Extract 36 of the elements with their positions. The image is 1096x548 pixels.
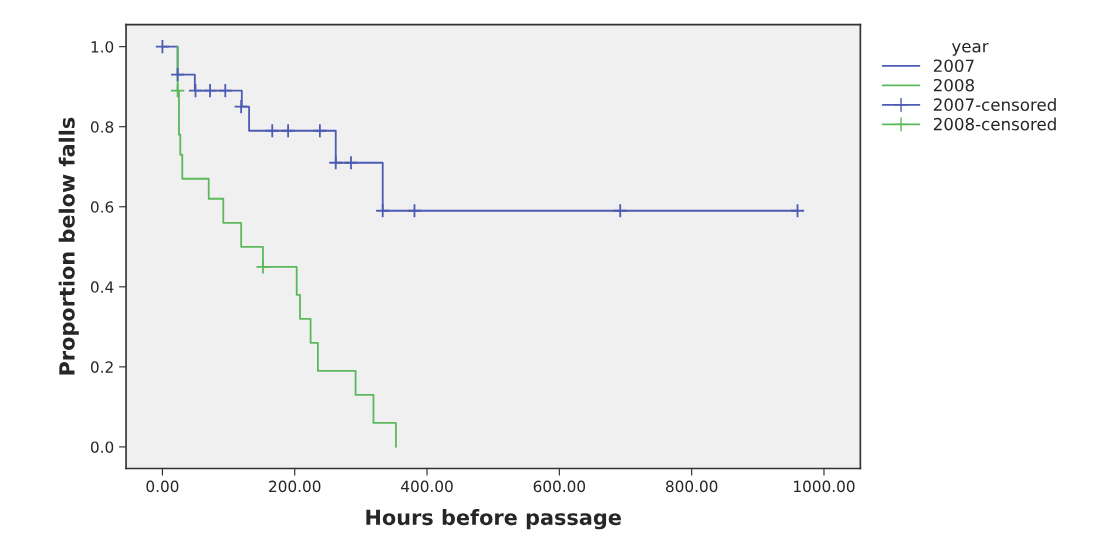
point bbox=[233, 99, 249, 115]
y-tick-label: 0.0 bbox=[90, 441, 114, 453]
y-axis-title: Proportion below falls bbox=[58, 117, 79, 375]
y-tick-label: 0.4 bbox=[90, 281, 114, 293]
y-tick-label: 0.8 bbox=[90, 121, 114, 133]
point bbox=[343, 155, 359, 171]
point bbox=[202, 83, 218, 99]
point bbox=[217, 83, 233, 99]
y-tick-label: 1.0 bbox=[91, 41, 114, 53]
x-tick-label: 800.00 bbox=[665, 480, 718, 493]
x-tick-label: 200.00 bbox=[269, 480, 321, 493]
point bbox=[790, 203, 806, 219]
point bbox=[375, 203, 391, 219]
y-tick-label: 0.2 bbox=[90, 361, 113, 373]
legend-label: 2007 bbox=[933, 59, 974, 73]
x-tick-label: 0.00 bbox=[146, 480, 179, 493]
point bbox=[280, 123, 296, 139]
point bbox=[312, 123, 328, 139]
point bbox=[612, 203, 628, 219]
point bbox=[170, 83, 186, 99]
x-tick-label: 1000.00 bbox=[794, 480, 855, 493]
point bbox=[188, 83, 203, 99]
x-tick-label: 600.00 bbox=[533, 480, 586, 493]
point bbox=[170, 67, 186, 83]
point bbox=[328, 155, 344, 171]
point bbox=[154, 39, 170, 55]
x-axis-title: Hours before passage bbox=[366, 509, 621, 530]
point bbox=[264, 123, 280, 139]
x-tick-label: 400.00 bbox=[401, 480, 453, 493]
legend-label: 2007-censored bbox=[933, 98, 1056, 111]
point bbox=[406, 203, 422, 219]
legend-title: year bbox=[951, 42, 989, 56]
point bbox=[255, 259, 271, 275]
legend-label: 2008-censored bbox=[933, 117, 1056, 131]
y-tick-label: 0.6 bbox=[90, 201, 114, 213]
legend-label: 2008 bbox=[933, 78, 974, 92]
